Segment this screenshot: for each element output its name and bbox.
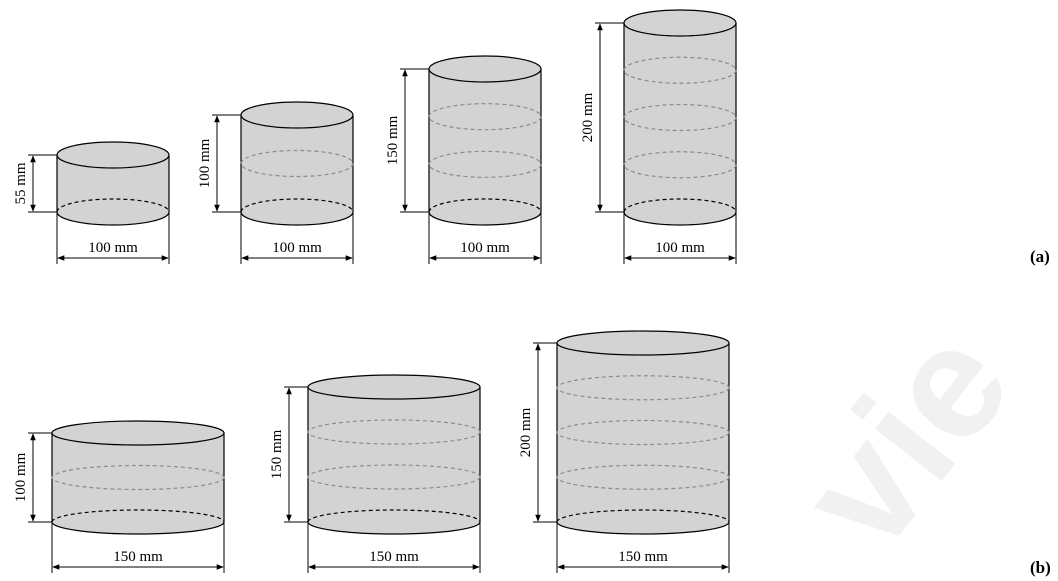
cylinder-top xyxy=(307,374,481,400)
height-label: 100 mm xyxy=(13,452,29,502)
diameter-label: 100 mm xyxy=(655,240,705,256)
cylinder-body xyxy=(240,114,354,226)
panel-b: 100 mm 150 mm 150 mm 150 mm 200 mm 150 mm xyxy=(13,330,730,573)
cylinder-bottom-hidden-edge xyxy=(428,198,542,213)
layer-boundary xyxy=(623,56,737,84)
cylinder-top xyxy=(428,55,542,83)
cylinder: 100 mm 100 mm xyxy=(197,101,354,264)
diameter-label: 100 mm xyxy=(272,240,322,256)
layer-boundary xyxy=(307,419,481,445)
cylinder-body xyxy=(56,154,170,226)
layer-boundary xyxy=(556,464,730,490)
diameter-label: 150 mm xyxy=(618,549,668,565)
cylinder: 150 mm 150 mm xyxy=(269,374,481,573)
height-label: 200 mm xyxy=(580,92,596,142)
cylinder: 55 mm 100 mm xyxy=(13,141,170,264)
cylinder-body xyxy=(51,432,225,535)
panel-label-a: (a) xyxy=(1030,247,1050,266)
cylinder-top xyxy=(240,101,354,129)
diameter-label: 150 mm xyxy=(113,549,163,565)
cylinder: 100 mm 150 mm xyxy=(13,420,225,573)
layer-boundary xyxy=(240,149,354,178)
diameter-label: 100 mm xyxy=(460,240,510,256)
cylinder-bottom-hidden-edge xyxy=(240,198,354,213)
layer-boundary xyxy=(556,419,730,446)
cylinder: 200 mm 150 mm xyxy=(518,330,730,573)
layer-boundary xyxy=(623,151,737,179)
height-label: 100 mm xyxy=(197,138,213,188)
cylinder: 200 mm 100 mm xyxy=(580,9,737,264)
diameter-label: 100 mm xyxy=(88,240,138,256)
cylinder-bottom-hidden-edge xyxy=(623,198,737,213)
cylinder-top xyxy=(623,9,737,37)
cylinder-bottom-hidden-edge xyxy=(56,198,170,213)
layer-boundary xyxy=(51,464,225,491)
layer-boundary xyxy=(428,150,542,178)
cylinder-body xyxy=(556,342,730,535)
height-label: 55 mm xyxy=(13,162,29,204)
height-label: 200 mm xyxy=(518,407,534,457)
layer-boundary xyxy=(307,464,481,490)
cylinder: 150 mm 100 mm xyxy=(385,55,542,264)
panel-label-b: (b) xyxy=(1030,558,1051,577)
cylinder-body xyxy=(428,68,542,226)
height-label: 150 mm xyxy=(269,429,285,479)
height-label: 150 mm xyxy=(385,115,401,165)
watermark: vie xyxy=(766,295,1044,580)
cylinder-top xyxy=(56,141,170,169)
cylinder-body xyxy=(307,386,481,535)
layer-boundary xyxy=(556,375,730,401)
layer-boundary xyxy=(623,103,737,132)
layer-boundary xyxy=(428,103,542,131)
cylinder-top xyxy=(556,330,730,356)
diameter-label: 150 mm xyxy=(369,549,419,565)
cylinder-top xyxy=(51,420,225,446)
cylinder-body xyxy=(623,22,737,226)
